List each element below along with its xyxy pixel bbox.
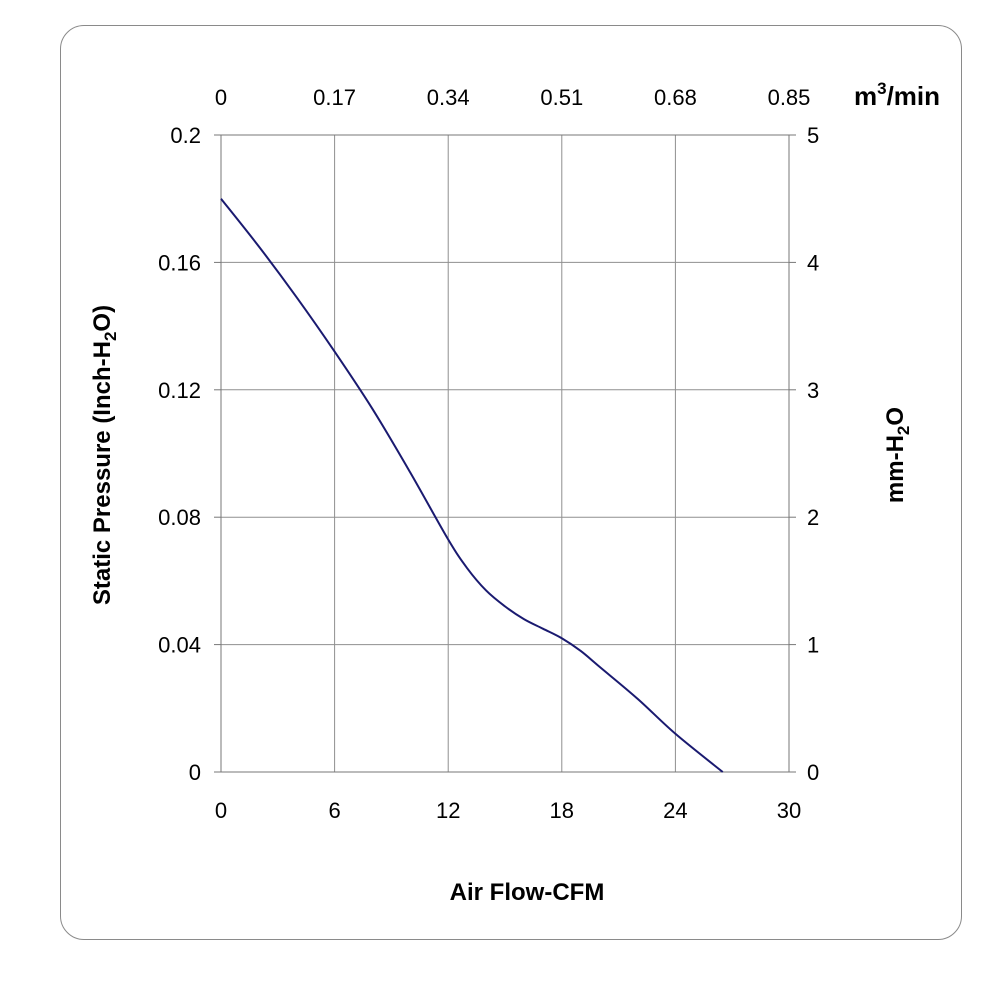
chart-frame (60, 25, 962, 940)
y-tick-label: 0.12 (158, 378, 201, 403)
x2-tick-label: 0.34 (427, 85, 470, 110)
x2-tick-label: 0 (215, 85, 227, 110)
x2-tick-label: 0.68 (654, 85, 697, 110)
pressure-curve (220, 198, 724, 773)
x-tick-label: 30 (777, 798, 801, 823)
y2-tick-label: 2 (807, 505, 819, 530)
x-tick-label: 12 (436, 798, 460, 823)
x-tick-label: 18 (550, 798, 574, 823)
grid (214, 134, 796, 773)
y-tick-label: 0.04 (158, 633, 201, 658)
y2-tick-label: 5 (807, 123, 819, 148)
x2-tick-label: 0.85 (768, 85, 811, 110)
y-tick-label: 0.08 (158, 505, 201, 530)
y-axis-title: Static Pressure (Inch-H2O) (89, 305, 120, 605)
x-tick-label: 0 (215, 798, 227, 823)
x-axis-title: Air Flow-CFM (450, 879, 605, 906)
y2-tick-label: 1 (807, 633, 819, 658)
y-tick-label: 0 (189, 760, 201, 785)
y2-axis-title: mm-H2O (882, 407, 913, 503)
y-tick-label: 0.2 (170, 123, 201, 148)
y2-tick-label: 4 (807, 250, 819, 275)
y2-tick-label: 3 (807, 378, 819, 403)
x2-tick-label: 0.51 (540, 85, 583, 110)
x-tick-label: 24 (663, 798, 687, 823)
y2-tick-label: 0 (807, 760, 819, 785)
plot-border (220, 134, 790, 773)
series-group (220, 198, 724, 773)
x-tick-label: 6 (328, 798, 340, 823)
y-tick-label: 0.16 (158, 250, 201, 275)
x2-tick-label: 0.17 (313, 85, 356, 110)
x2-axis-title: m3/min (854, 79, 940, 111)
